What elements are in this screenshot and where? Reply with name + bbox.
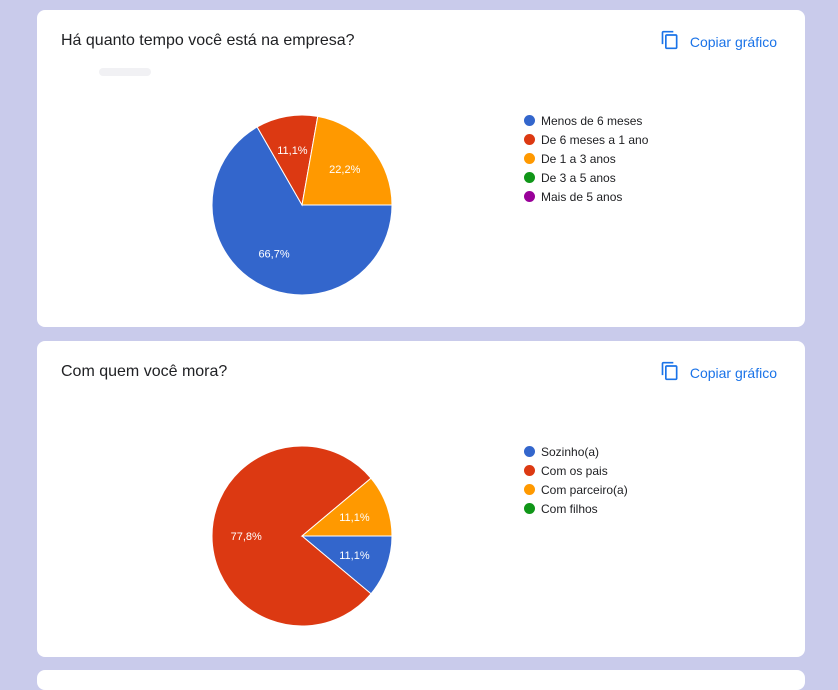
legend-item-de-1-a-3-anos[interactable]: De 1 a 3 anos <box>524 149 648 168</box>
legend-dot <box>524 172 535 183</box>
legend-label: Com os pais <box>541 463 608 478</box>
legend-dot <box>524 134 535 145</box>
copy-chart-label: Copiar gráfico <box>689 33 777 50</box>
chart-legend: Sozinho(a) Com os pais Com parceiro(a) Com … <box>524 442 628 518</box>
decorative-smudge <box>99 68 151 76</box>
pie-label-de-1-a-3-anos: 22,2% <box>329 164 360 176</box>
pie-slice-com-parceiro-a[interactable] <box>300 477 393 537</box>
legend-dot <box>524 465 535 476</box>
legend-label: Sozinho(a) <box>541 444 600 459</box>
legend-item-com-os-pais[interactable]: Com os pais <box>524 461 628 480</box>
legend-item-sozinho-a[interactable]: Sozinho(a) <box>524 442 628 461</box>
pie-slice-menos-de-6-meses[interactable] <box>211 126 393 296</box>
chart-card-com-quem-mora: Com quem você mora? Copiar gráfico 11,1%… <box>37 341 805 657</box>
pie-label-com-os-pais: 77,8% <box>231 531 262 543</box>
legend-dot <box>524 484 535 495</box>
legend-dot <box>524 153 535 164</box>
copy-icon <box>660 30 680 53</box>
legend-label: Com filhos <box>541 501 598 516</box>
chart-card-tempo-empresa: Há quanto tempo você está na empresa? Co… <box>37 10 805 327</box>
pie-slice-de-1-a-3-anos[interactable] <box>301 115 393 206</box>
copy-chart-button[interactable]: Copiar gráfico <box>660 30 777 53</box>
legend-dot <box>524 191 535 202</box>
legend-label: Com parceiro(a) <box>541 482 628 497</box>
legend-dot <box>524 503 535 514</box>
legend-item-de-3-a-5-anos[interactable]: De 3 a 5 anos <box>524 168 648 187</box>
copy-icon <box>660 361 680 384</box>
chart-title: Com quem você mora? <box>61 363 228 380</box>
pie-chart: 11,1% 77,8% 11,1% <box>211 445 393 627</box>
legend-dot <box>524 446 535 457</box>
pie-label-sozinho-a: 11,1% <box>339 550 370 562</box>
chart-title: Há quanto tempo você está na empresa? <box>61 32 355 49</box>
legend-label: Mais de 5 anos <box>541 189 623 204</box>
legend-label: De 3 a 5 anos <box>541 170 616 185</box>
pie-slice-com-os-pais[interactable] <box>211 445 372 627</box>
chart-legend: Menos de 6 meses De 6 meses a 1 ano De 1 a… <box>524 111 648 206</box>
legend-label: De 6 meses a 1 ano <box>541 132 649 147</box>
pie-label-de-6-meses-a-1-ano: 11,1% <box>277 145 308 157</box>
legend-item-mais-de-5-anos[interactable]: Mais de 5 anos <box>524 187 648 206</box>
copy-chart-button[interactable]: Copiar gráfico <box>660 361 777 384</box>
legend-item-com-parceiro-a[interactable]: Com parceiro(a) <box>524 480 628 499</box>
legend-dot <box>524 115 535 126</box>
legend-label: Menos de 6 meses <box>541 113 643 128</box>
legend-item-com-filhos[interactable]: Com filhos <box>524 499 628 518</box>
legend-item-de-6-meses-a-1-ano[interactable]: De 6 meses a 1 ano <box>524 130 648 149</box>
copy-chart-label: Copiar gráfico <box>689 364 777 381</box>
next-card-partial <box>37 670 805 690</box>
pie-label-menos-de-6-meses: 66,7% <box>258 248 289 260</box>
legend-label: De 1 a 3 anos <box>541 151 616 166</box>
legend-item-menos-de-6-meses[interactable]: Menos de 6 meses <box>524 111 648 130</box>
pie-label-com-parceiro-a: 11,1% <box>339 512 370 524</box>
pie-chart: 66,7% 11,1% 22,2% <box>211 114 393 296</box>
